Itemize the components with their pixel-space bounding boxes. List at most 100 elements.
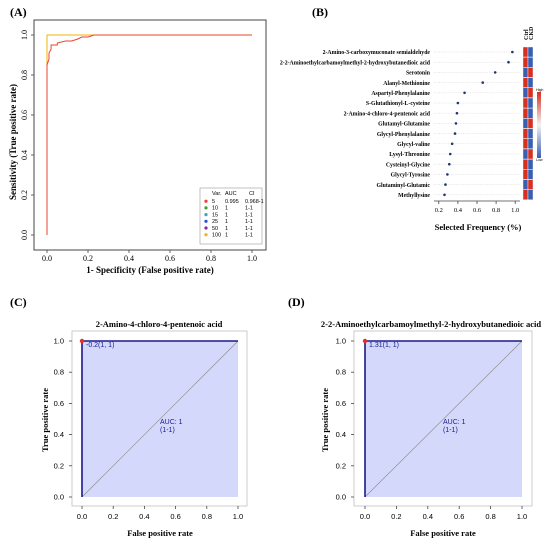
panel-c-ytick-label: 1.0 <box>54 337 64 346</box>
panel-b-feature-label: Glutaminyl-Glutamic <box>377 183 431 189</box>
panel-b-heat-cell-ctrl <box>522 158 529 170</box>
panel-b-xtick-label: 0.8 <box>492 207 500 214</box>
panel-d-cutoff-label: 1.31(1, 1) <box>369 342 399 349</box>
legend-var: 5 <box>212 199 215 205</box>
panel-b-heat-cell-ckd <box>527 46 534 58</box>
legend-auc: 1 <box>225 212 228 218</box>
panel-d-ylabel: True positive rate <box>320 388 330 452</box>
panel-b-heat-cell-ctrl <box>522 169 529 180</box>
panel-b-feature-label: Glycyl-valine <box>397 142 430 148</box>
panel-c-xtick-label: 0.4 <box>139 512 149 521</box>
panel-d-ci-text: (1-1) <box>443 427 458 434</box>
panel-d-xtick-label: 0.8 <box>485 512 495 521</box>
panel-b-heat-cell-ctrl <box>522 118 529 129</box>
panel-a-ytick-label: 0.6 <box>20 110 29 120</box>
panel-a-xtick-label: 0.2 <box>83 254 93 263</box>
legend-marker <box>204 233 208 237</box>
legend-ci: 1-1 <box>245 219 253 225</box>
colorbar-gradient <box>537 92 541 158</box>
panel-d-letter: (D) <box>288 295 305 309</box>
panel-c-xtick-label: 0.8 <box>202 512 212 521</box>
panel-b-heat-cell-ctrl <box>522 87 529 99</box>
panel-b: (B) Ctrl CKD 2-Amino-3-carboxymuconate se… <box>280 5 544 232</box>
panel-a-ticks: 0.0 0.2 0.4 0.6 0.8 1.0 0.0 0.2 0.4 0.6 0.8 1.0 <box>20 30 257 263</box>
panel-b-heat-cell-ctrl <box>522 138 529 150</box>
panel-b-heat-cell-ctrl <box>522 57 529 68</box>
legend-header-auc: AUC <box>225 191 237 197</box>
legend-marker <box>204 206 208 210</box>
legend-marker <box>204 226 208 230</box>
panel-c-xtick-label: 1.0 <box>233 512 243 521</box>
panel-c-ytick-label: 0.4 <box>54 430 64 439</box>
panel-c-ytick-label: 0.2 <box>54 461 64 470</box>
panel-b-frequency-point <box>456 101 460 105</box>
panel-c-cutoff-point <box>79 338 85 344</box>
panel-b-heat-cell-ckd <box>527 77 534 88</box>
colorbar-high-label: High <box>536 88 543 92</box>
panel-a: (A) 0.0 0.2 0.4 0.6 0.8 1.0 0.0 0.2 0.4 0.6 0.8 1.0… <box>8 5 267 275</box>
panel-b-heat-cell-ckd <box>527 87 534 99</box>
panel-b-frequency-point <box>447 162 451 166</box>
panel-c-xlabel: False positive rate <box>127 528 193 538</box>
panel-d-xlabel: False positive rate <box>410 528 476 538</box>
panel-b-heat-header-ctrl: Ctrl <box>524 29 530 40</box>
panel-d-auc-text: AUC: 1 <box>443 419 466 426</box>
panel-b-frequency-point <box>454 122 458 125</box>
panel-d-ytick-label: 0.2 <box>336 461 346 470</box>
panel-b-frequency-point <box>444 183 447 186</box>
panel-c-ytick-label: 0.8 <box>54 368 64 377</box>
legend-auc: 0.995 <box>225 199 239 205</box>
legend-ci: 0.968-1 <box>245 199 264 205</box>
panel-c-ytick-label: 0.0 <box>54 493 64 502</box>
panel-a-frame <box>33 19 267 251</box>
panel-b-frequency-point <box>448 152 452 156</box>
panel-b-xlabel: Selected Frequency (%) <box>435 222 522 232</box>
panel-b-heat-cell-ctrl <box>522 179 529 190</box>
panel-b-frequency-point <box>511 50 514 54</box>
panel-d-outer-frame <box>353 330 533 507</box>
panel-a-legend-box <box>199 187 263 245</box>
panel-d-ytick-label: 0.4 <box>336 430 346 439</box>
panel-d-xtick-label: 1.0 <box>517 512 527 521</box>
panel-c-cutoff-label: -0.2(1, 1) <box>86 342 114 349</box>
panel-b-xtick-label: 1.0 <box>511 207 519 214</box>
panel-c-xtick-label: 0.6 <box>170 512 180 521</box>
panel-d-xtick-label: 0.4 <box>423 512 433 521</box>
panel-d-diagonal <box>364 340 523 498</box>
panel-b-heatmap-headers: Ctrl CKD <box>524 26 535 40</box>
legend-marker <box>204 199 208 203</box>
panel-a-xtick-label: 1.0 <box>247 254 257 263</box>
legend-var: 10 <box>212 206 218 212</box>
legend-var: 15 <box>212 212 218 218</box>
panel-b-feature-label: Alanyl-Methionine <box>383 81 430 87</box>
panel-a-ytick-label: 0.0 <box>20 230 29 240</box>
panel-b-xtick-label: 0.2 <box>435 207 443 214</box>
panel-d-ticks: 0.0 0.2 0.4 0.6 0.8 1.0 0.0 0.2 0.4 0.6 0.8 1.0 <box>336 337 528 522</box>
panel-b-heat-cell-ckd <box>527 57 534 68</box>
panel-d-xtick-label: 0.2 <box>391 512 401 521</box>
panel-c-letter: (C) <box>10 295 27 309</box>
panel-b-heat-cell-ctrl <box>522 67 529 78</box>
panel-c-ci-text: (1-1) <box>160 427 175 434</box>
panel-a-xtick-label: 0.4 <box>124 254 134 263</box>
panel-d-title: 2-2-Aminoethylcarbamoylmethyl-2-hydroxyb… <box>321 319 541 329</box>
legend-var: 50 <box>212 226 218 232</box>
panel-b-feature-label: Cysteinyl-Glycine <box>386 162 431 168</box>
panel-d-ytick-label: 0.8 <box>336 368 346 377</box>
panel-b-xtick-label: 0.4 <box>454 207 463 214</box>
panel-c-title: 2-Amino-4-chloro-4-pentenoic acid <box>96 319 223 329</box>
panel-b-heat-cell-ctrl <box>522 107 529 119</box>
panel-b-colorbar: High Low <box>536 88 543 162</box>
panel-b-feature-label: Methyllysine <box>398 193 430 199</box>
legend-auc: 1 <box>225 226 228 232</box>
panel-c-ticks: 0.0 0.2 0.4 0.6 0.8 1.0 0.0 0.2 0.4 0.6 0.8 1.0 <box>54 337 244 522</box>
panel-b-heat-cell-ckd <box>527 179 534 190</box>
panel-d-ytick-label: 0.0 <box>336 493 346 502</box>
legend-header-var: Var. <box>212 191 222 197</box>
legend-marker <box>204 213 208 217</box>
panel-b-heat-cell-ctrl <box>522 77 529 88</box>
panel-b-ticks: 0.2 0.4 0.6 0.8 1.0 <box>435 201 519 214</box>
panel-b-heat-cell-ckd <box>527 189 534 201</box>
panel-a-xlabel: 1- Specificity (False positive rate) <box>86 265 213 275</box>
